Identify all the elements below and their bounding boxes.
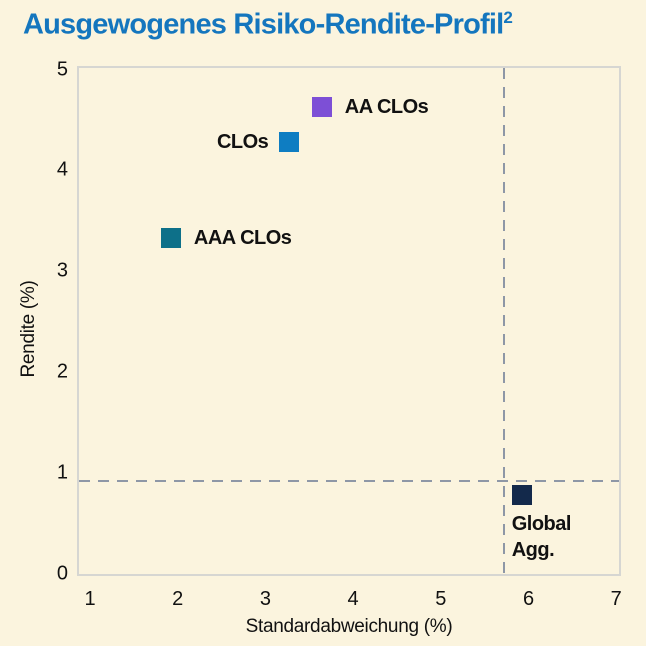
x-tick-label: 7 bbox=[610, 588, 622, 610]
x-tick-label: 3 bbox=[259, 588, 271, 610]
plot-area: AAA CLOs CLOs AA CLOs Global Agg. bbox=[77, 66, 621, 576]
y-tick-label: 5 bbox=[56, 58, 68, 80]
x-tick-label: 6 bbox=[522, 588, 535, 610]
chart-title-text: Ausgewogenes Risiko-Rendite-Profil bbox=[23, 8, 504, 41]
data-point-marker-aa-clos bbox=[311, 96, 332, 117]
data-point-label-line: Agg. bbox=[511, 539, 555, 562]
chart-title: Ausgewogenes Risiko-Rendite-Profil2 bbox=[23, 8, 513, 42]
y-tick-label: 0 bbox=[56, 562, 68, 585]
data-point-marker-clos bbox=[279, 132, 300, 153]
data-point-marker-global-agg bbox=[511, 485, 532, 506]
x-tick-label: 4 bbox=[347, 588, 359, 610]
vertical-reference-line bbox=[503, 68, 506, 574]
horizontal-reference-line bbox=[79, 480, 619, 483]
x-tick-label: 1 bbox=[84, 588, 96, 610]
title-footnote-marker: 2 bbox=[503, 8, 513, 27]
y-tick-label: 2 bbox=[56, 360, 68, 383]
y-tick-label: 3 bbox=[56, 259, 68, 282]
data-point-label-line: Global bbox=[511, 513, 572, 536]
y-tick-label: 4 bbox=[56, 158, 68, 181]
data-point-label-global-agg: Global Agg. bbox=[511, 511, 572, 563]
y-axis-title: Rendite (%) bbox=[18, 280, 39, 378]
y-tick-label: 1 bbox=[56, 461, 68, 484]
data-point-label-aa-clos: AA CLOs bbox=[344, 95, 429, 118]
data-point-label-clos: CLOs bbox=[216, 131, 269, 154]
x-axis-title: Standardabweichung (%) bbox=[245, 616, 453, 637]
data-point-marker-aaa-clos bbox=[160, 227, 181, 248]
x-tick-label: 5 bbox=[435, 588, 447, 610]
data-point-label-aaa-clos: AAA CLOs bbox=[193, 226, 292, 249]
x-tick-label: 2 bbox=[172, 588, 184, 610]
